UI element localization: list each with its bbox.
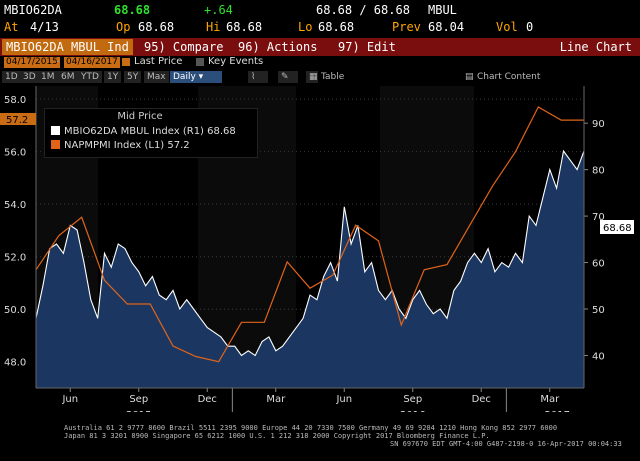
frequency-dropdown[interactable]: Daily ▾ [170, 71, 222, 83]
chart-legend[interactable]: Mid Price MBIO62DA MBUL Index (R1) 68.68… [44, 108, 258, 158]
legend-value-index: 68.68 [207, 126, 236, 137]
prev-label: Prev [392, 20, 421, 34]
volume-value: 0 [526, 20, 534, 34]
left-tick-label: 54.0 [4, 200, 26, 211]
footer-contacts-2: Japan 81 3 3201 8900 Singapore 65 6212 1… [64, 432, 490, 440]
date-range-bar: 04/17/2015 - 04/16/2017 Last Price Key E… [0, 56, 640, 70]
table-button[interactable]: Table [318, 71, 348, 83]
line-chart-icon[interactable]: ⌇ [248, 71, 268, 83]
chevron-down-icon: ▾ [198, 72, 204, 82]
right-tick-label: 40 [592, 351, 605, 362]
function-toolbar: MBIO62DA MBUL Ind 95) Compare 96) Action… [0, 38, 640, 56]
frequency-label: Daily [173, 72, 196, 82]
at-date: 4/13 [30, 20, 59, 34]
index-price-line [35, 149, 585, 357]
last-price-checkbox[interactable] [122, 58, 130, 66]
legend-swatch-index [51, 126, 60, 135]
x-axis: Jun Sep Dec Mar Jun Sep Dec Mar 2015 2016 2017 [61, 388, 570, 412]
x-tick-label: Sep [129, 394, 148, 405]
price-change: +.64 [204, 3, 233, 17]
range-dash: - [56, 56, 60, 67]
left-tick-label: 50.0 [4, 305, 26, 316]
period-selector: 1D 3D 1M 6M YTD 1Y 5Y Max Daily ▾ ⌇ ✎ ▦ … [0, 70, 640, 84]
chart-type-label: Line Chart [559, 40, 632, 54]
chart-content-button[interactable]: Chart Content [474, 71, 544, 83]
period-1m[interactable]: 1M [38, 71, 58, 83]
pmi-line [35, 106, 584, 363]
actions-button[interactable]: 96) Actions [238, 40, 318, 54]
period-max[interactable]: Max [144, 71, 169, 83]
ticker-symbol[interactable]: MBIO62DA [4, 3, 62, 17]
open-value: 68.68 [138, 20, 175, 34]
index-area-fill [36, 151, 584, 388]
left-value-marker-text: 57.2 [6, 115, 28, 126]
left-tick-label: 52.0 [4, 253, 26, 264]
edit-button[interactable]: 97) Edit [338, 40, 396, 54]
x-tick-label: Jun [335, 394, 352, 405]
x-tick-label: Mar [540, 394, 560, 405]
x-tick-label: Jun [61, 394, 78, 405]
right-axis: 90 80 70 60 50 40 [584, 119, 605, 362]
footer-contacts-1: Australia 61 2 9777 8600 Brazil 5511 239… [64, 424, 558, 432]
volume-label: Vol [496, 20, 518, 34]
right-tick-label: 90 [592, 119, 605, 130]
footer-session: SN 697670 EDT GMT-4:00 G487-2198-0 16-Ap… [390, 440, 622, 448]
bid-ask: 68.68 / 68.68 [316, 3, 410, 17]
at-label: At [4, 20, 19, 34]
legend-label-index: MBIO62DA MBUL Index (R1) [64, 126, 204, 137]
left-tick-label: 48.0 [4, 358, 26, 369]
legend-title: Mid Price [117, 111, 163, 122]
high-value: 68.68 [226, 20, 263, 34]
security-field[interactable]: MBIO62DA MBUL Ind [2, 39, 133, 55]
pricing-source: MBUL [428, 3, 457, 17]
x-tick-label: Dec [472, 394, 491, 405]
year-label: 2015 [126, 410, 151, 412]
period-1d[interactable]: 1D [2, 71, 21, 83]
right-tick-label: 70 [592, 212, 605, 223]
key-events-label: Key Events [208, 56, 264, 67]
footer: Australia 61 2 9777 8600 Brazil 5511 239… [0, 412, 640, 461]
right-tick-label: 60 [592, 259, 605, 270]
draw-tools-icon[interactable]: ✎ [278, 71, 298, 83]
security-header: MBIO62DA 68.68 +.64 68.68 / 68.68 MBUL A… [0, 0, 640, 40]
end-date-field[interactable]: 04/16/2017 [64, 57, 120, 68]
x-tick-label: Dec [198, 394, 217, 405]
legend-label-pmi: NAPMPMI Index (L1) [64, 140, 165, 151]
left-tick-label: 58.0 [4, 95, 26, 106]
period-6m[interactable]: 6M [58, 71, 78, 83]
high-label: Hi [206, 20, 221, 34]
compare-button[interactable]: 95) Compare [144, 40, 224, 54]
legend-item-pmi[interactable]: NAPMPMI Index (L1) 57.2 [51, 140, 190, 152]
last-price: 68.68 [114, 3, 151, 17]
key-events-checkbox[interactable] [196, 58, 204, 66]
right-value-marker [600, 220, 634, 234]
left-axis: 58.0 56.0 54.0 52.0 50.0 48.0 [4, 95, 26, 369]
legend-value-pmi: 57.2 [167, 140, 190, 151]
x-tick-label: Mar [266, 394, 286, 405]
x-tick-label: Sep [403, 394, 422, 405]
legend-swatch-pmi [51, 140, 60, 149]
period-3d[interactable]: 3D [20, 71, 39, 83]
right-value-marker-text: 68.68 [603, 223, 632, 234]
low-label: Lo [298, 20, 313, 34]
left-tick-label: 56.0 [4, 148, 26, 159]
low-value: 68.68 [318, 20, 355, 34]
start-date-field[interactable]: 04/17/2015 [4, 57, 60, 68]
right-tick-label: 80 [592, 166, 605, 177]
open-label: Op [116, 20, 131, 34]
year-label: 2016 [400, 410, 425, 412]
right-tick-label: 50 [592, 305, 605, 316]
year-label: 2017 [545, 410, 570, 412]
period-ytd[interactable]: YTD [78, 71, 102, 83]
prev-value: 68.04 [428, 20, 465, 34]
period-5y[interactable]: 5Y [124, 71, 142, 83]
legend-item-index[interactable]: MBIO62DA MBUL Index (R1) 68.68 [51, 126, 236, 138]
last-price-label: Last Price [134, 56, 183, 67]
period-1y[interactable]: 1Y [104, 71, 122, 83]
left-value-marker [0, 113, 36, 125]
